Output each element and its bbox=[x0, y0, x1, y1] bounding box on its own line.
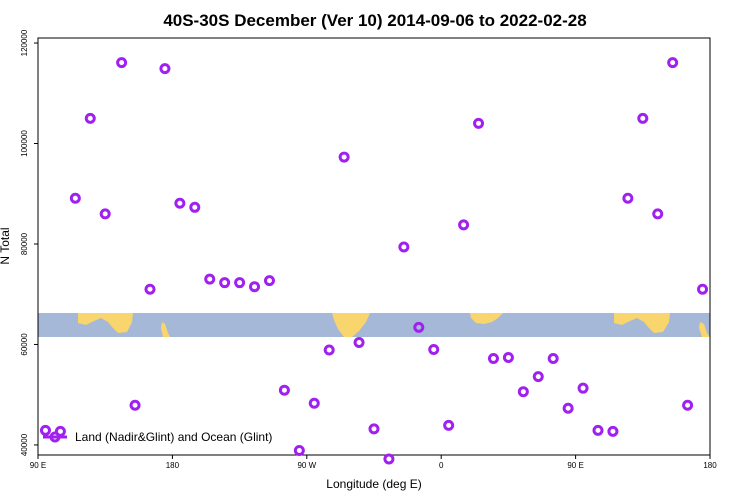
y-tick-label: 80000 bbox=[20, 232, 29, 255]
world-map-strip bbox=[38, 313, 710, 337]
data-point bbox=[353, 336, 365, 348]
legend-label: Land (Nadir&Glint) and Ocean (Glint) bbox=[75, 430, 272, 444]
x-tick-label: 90 E bbox=[30, 461, 46, 470]
data-point bbox=[428, 343, 440, 355]
data-point bbox=[487, 353, 499, 365]
data-point bbox=[293, 444, 305, 456]
plot-frame bbox=[37, 37, 711, 456]
data-point bbox=[398, 241, 410, 253]
data-point bbox=[249, 281, 261, 293]
data-points bbox=[39, 57, 709, 465]
data-point bbox=[338, 151, 350, 163]
data-point bbox=[697, 283, 709, 295]
y-axis-label: N Total bbox=[0, 227, 12, 264]
y-tick-label: 120000 bbox=[20, 29, 29, 56]
data-point bbox=[219, 277, 231, 289]
data-point bbox=[189, 201, 201, 213]
data-point bbox=[637, 112, 649, 124]
data-point bbox=[234, 277, 246, 289]
data-point bbox=[116, 57, 128, 69]
data-point bbox=[278, 384, 290, 396]
data-point bbox=[159, 63, 171, 75]
y-tick-label: 40000 bbox=[20, 433, 29, 456]
x-axis-label: Longitude (deg E) bbox=[326, 477, 421, 491]
x-tick-label: 90 E bbox=[567, 461, 583, 470]
data-point bbox=[174, 197, 186, 209]
data-point bbox=[99, 208, 111, 220]
y-axis-ticks: 40000 60000 80000 100000 120000 bbox=[20, 29, 38, 456]
data-point bbox=[458, 219, 470, 231]
map-landmass bbox=[470, 313, 503, 324]
data-point bbox=[547, 353, 559, 365]
data-point bbox=[577, 382, 589, 394]
data-point bbox=[667, 57, 679, 69]
data-point bbox=[443, 419, 455, 431]
legend: Land (Nadir&Glint) and Ocean (Glint) bbox=[43, 430, 272, 444]
y-tick-label: 100000 bbox=[20, 130, 29, 157]
data-point bbox=[473, 117, 485, 129]
data-point bbox=[532, 371, 544, 383]
map-landmass bbox=[78, 313, 133, 333]
data-point bbox=[562, 402, 574, 414]
data-point bbox=[517, 386, 529, 398]
x-tick-label: 180 bbox=[703, 461, 717, 470]
data-point bbox=[622, 192, 634, 204]
data-point bbox=[323, 344, 335, 356]
map-landmass bbox=[614, 313, 670, 333]
x-tick-label: 0 bbox=[439, 461, 444, 470]
legend-marker bbox=[49, 431, 61, 443]
data-point bbox=[502, 352, 514, 364]
data-point bbox=[39, 424, 51, 436]
data-point bbox=[54, 425, 66, 437]
data-point bbox=[413, 321, 425, 333]
data-point bbox=[84, 112, 96, 124]
data-point bbox=[607, 425, 619, 437]
data-point bbox=[263, 275, 275, 287]
data-point bbox=[204, 273, 216, 285]
data-point bbox=[383, 453, 395, 465]
data-point bbox=[368, 423, 380, 435]
data-point bbox=[682, 399, 694, 411]
map-landmass bbox=[161, 322, 170, 337]
map-ocean bbox=[38, 313, 710, 337]
data-point bbox=[592, 424, 604, 436]
axes bbox=[37, 37, 711, 456]
x-tick-label: 180 bbox=[166, 461, 180, 470]
map-landmass bbox=[332, 313, 370, 337]
data-point bbox=[69, 192, 81, 204]
data-point bbox=[308, 397, 320, 409]
y-tick-label: 60000 bbox=[20, 333, 29, 356]
data-point bbox=[652, 208, 664, 220]
chart-title: 40S-30S December (Ver 10) 2014-09-06 to … bbox=[163, 11, 586, 30]
data-point bbox=[144, 283, 156, 295]
data-point bbox=[129, 399, 141, 411]
x-axis-ticks: 90 E 180 90 W 0 90 E 180 bbox=[30, 455, 717, 470]
map-landmass bbox=[699, 322, 710, 337]
x-tick-label: 90 W bbox=[297, 461, 316, 470]
